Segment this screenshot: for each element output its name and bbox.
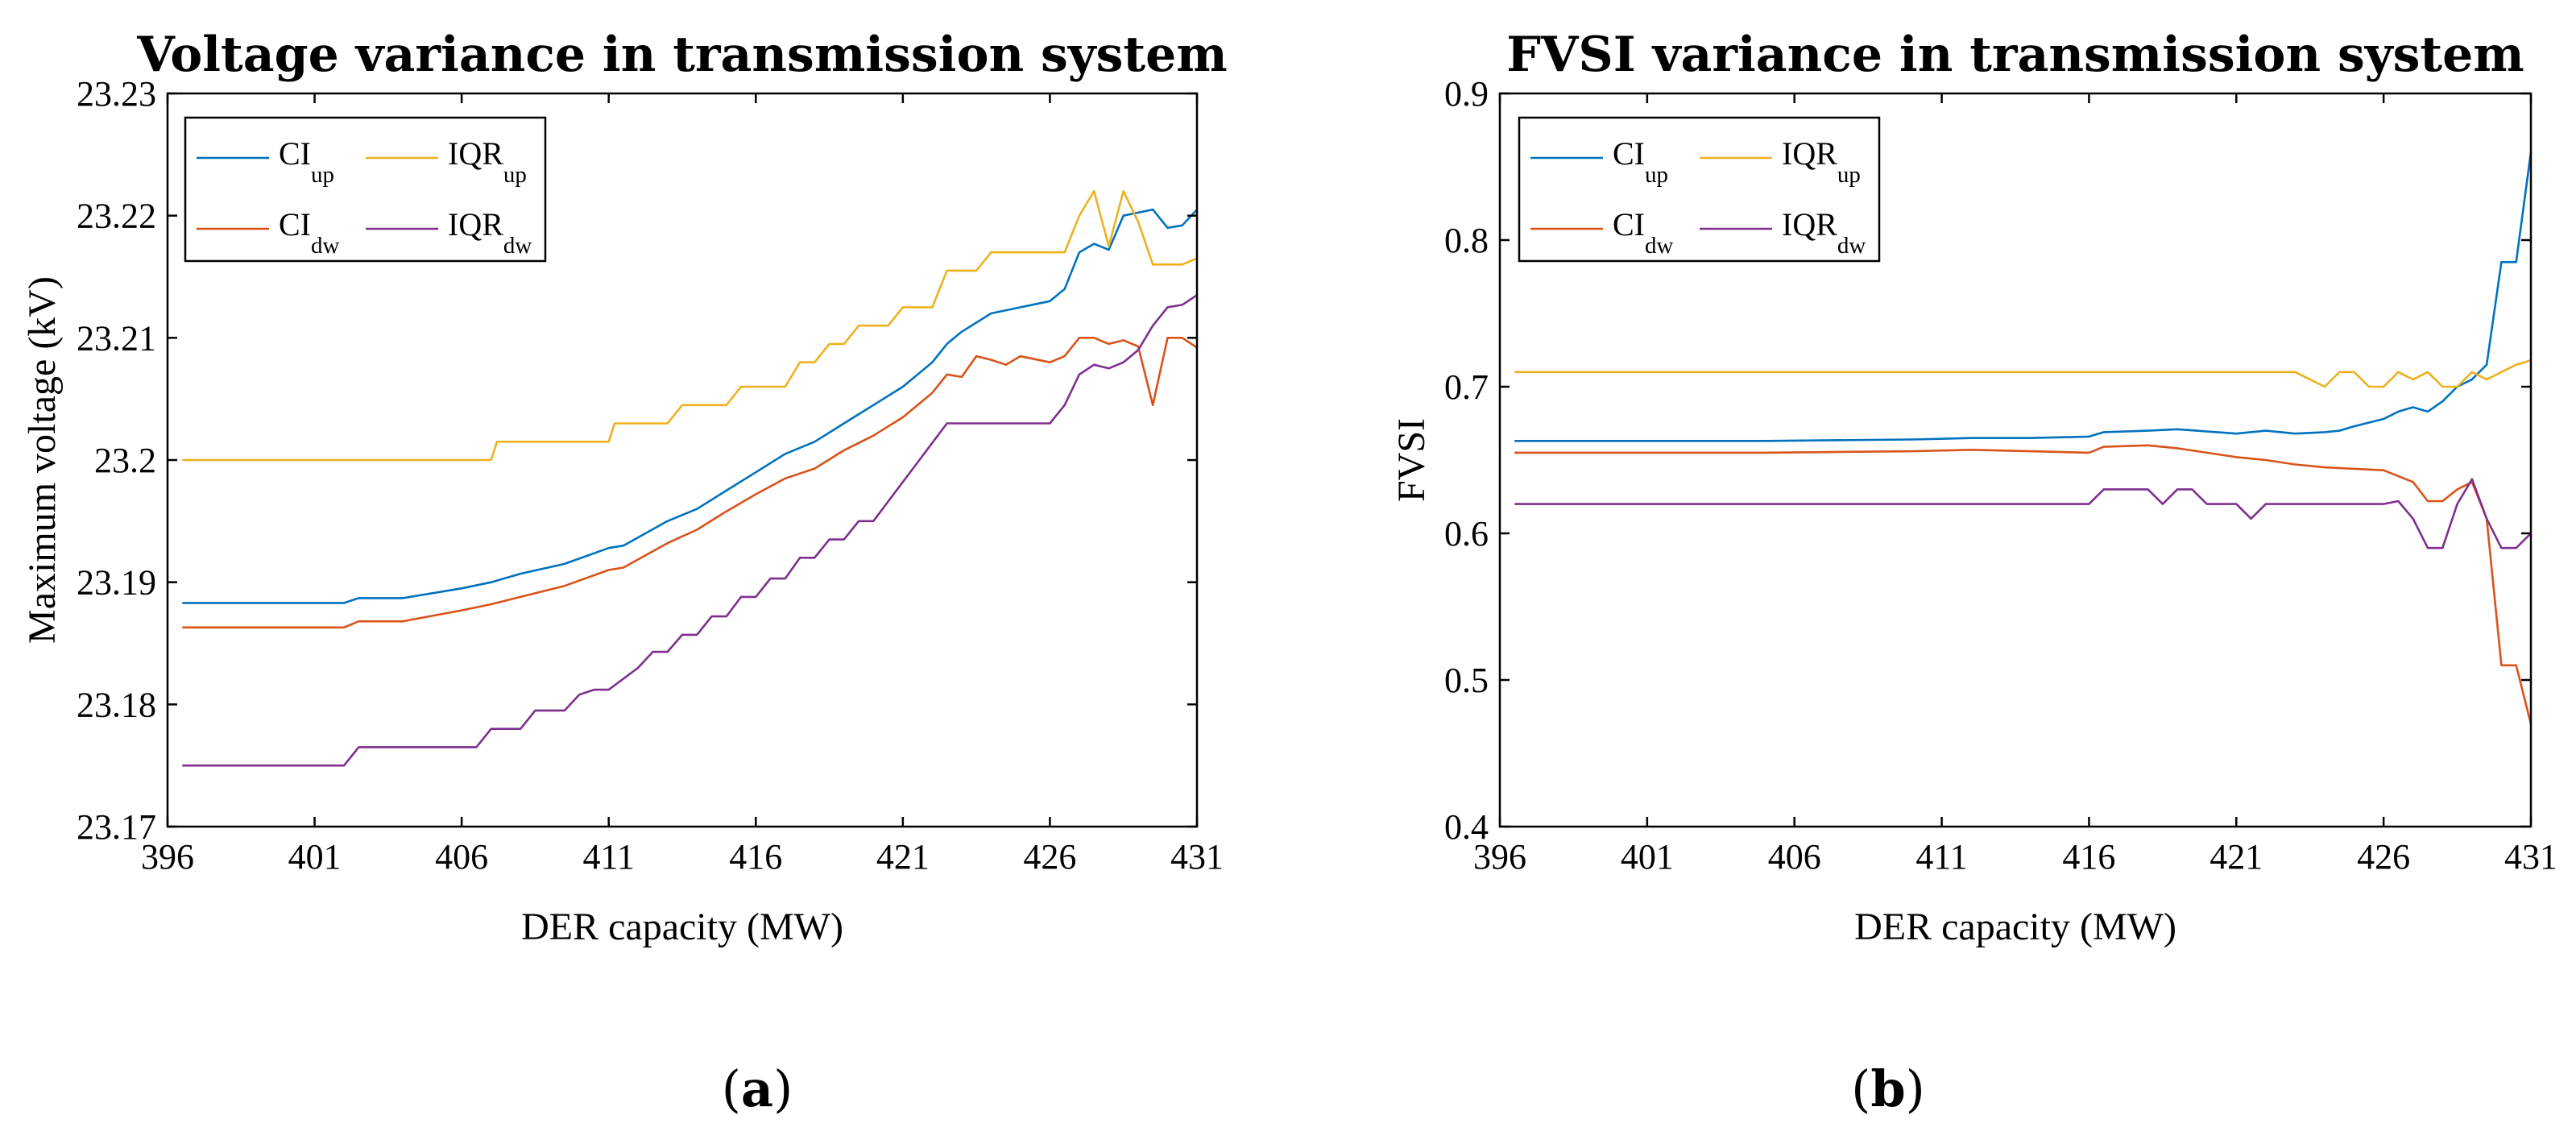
legend-entry-iqr-up: IQRup: [448, 135, 527, 188]
x-tick-label: 411: [583, 837, 635, 877]
x-tick-label: 406: [1768, 837, 1821, 877]
series-line-iqr-up: [1514, 359, 2532, 388]
x-tick-label: 431: [2504, 837, 2557, 877]
series-line-iqr-up: [182, 190, 1198, 462]
legend-entry-ci-dw: CIdw: [279, 206, 340, 259]
y-tick-label: 23.23: [77, 74, 156, 114]
series-line-iqr-dw: [182, 294, 1198, 767]
series-line-iqr-dw: [1514, 478, 2532, 549]
y-tick-label: 0.8: [1444, 221, 1489, 260]
x-tick-label: 416: [729, 837, 782, 877]
legend-box: [184, 116, 547, 263]
ticks-a: 396 401 406 411 416 421 426 431 23.17 23.18 23.19 2…: [77, 74, 1224, 877]
y-tick-label: 0.4: [1444, 807, 1489, 847]
x-tick-label: 416: [2062, 837, 2115, 877]
legend-entry-ci-up: CIup: [1613, 135, 1668, 188]
legend-entry-iqr-up: IQRup: [1782, 135, 1861, 188]
plot-area-b: [1514, 151, 2533, 724]
x-axis-label-b: DER capacity (MW): [1854, 906, 2176, 948]
y-tick-label: 0.7: [1444, 367, 1489, 407]
legend-entry-ci-up: CIup: [279, 135, 334, 188]
x-tick-label: 426: [1023, 837, 1076, 877]
x-tick-label: 421: [876, 837, 930, 877]
x-tick-label: 431: [1170, 837, 1224, 877]
y-axis-label-a: Maximum voltage (kV): [21, 276, 64, 644]
x-tick-label: 396: [141, 837, 194, 877]
chart-title-a: Voltage variance in transmission system: [136, 27, 1228, 83]
axes-box-b: [1498, 92, 2533, 828]
chart-panel-a: Voltage variance in transmission system …: [21, 27, 1228, 1118]
legend-box: [1518, 116, 1881, 263]
y-axis-label-b: FVSI: [1390, 418, 1433, 502]
ticks-b: 396 401 406 411 416 421 426 431 0.4 0.5 0.6 0.7 0.8 0…: [1444, 74, 2557, 877]
x-tick-label: 396: [1473, 837, 1526, 877]
x-tick-label: 401: [288, 837, 342, 877]
series-line-ci-up: [182, 208, 1198, 604]
y-tick-label: 23.18: [77, 685, 156, 724]
x-tick-label: 406: [435, 837, 488, 877]
y-tick-label: 0.5: [1444, 661, 1489, 700]
panel-label-a: (a): [722, 1059, 793, 1118]
chart-title-b: FVSI variance in transmission system: [1506, 27, 2524, 83]
x-tick-label: 411: [1915, 837, 1967, 877]
panel-label-b: (b): [1851, 1059, 1925, 1118]
legend-b: CIup IQRup CIdw IQRdw: [1518, 116, 1881, 263]
legend-entry-iqr-dw: IQRdw: [1782, 206, 1866, 259]
series-line-ci-up: [1514, 151, 2533, 442]
legend-entry-ci-dw: CIdw: [1613, 206, 1674, 259]
legend-a: CIup IQRup CIdw IQRdw: [184, 116, 547, 263]
x-tick-label: 421: [2209, 837, 2263, 877]
y-tick-label: 23.21: [77, 318, 156, 358]
plot-area-a: [182, 190, 1198, 767]
y-tick-label: 23.2: [94, 441, 156, 480]
y-tick-label: 23.22: [77, 197, 156, 236]
chart-panel-b: FVSI variance in transmission system 396…: [1390, 27, 2557, 1118]
y-tick-label: 23.19: [77, 563, 156, 603]
series-line-ci-dw: [182, 337, 1198, 629]
y-tick-label: 23.17: [77, 807, 156, 847]
x-tick-label: 426: [2357, 837, 2410, 877]
legend-entry-iqr-dw: IQRdw: [448, 206, 532, 259]
x-axis-label-a: DER capacity (MW): [521, 906, 843, 948]
series-line-ci-dw: [1514, 444, 2533, 724]
y-tick-label: 0.6: [1444, 514, 1489, 553]
y-tick-label: 0.9: [1444, 74, 1489, 114]
x-tick-label: 401: [1621, 837, 1674, 877]
